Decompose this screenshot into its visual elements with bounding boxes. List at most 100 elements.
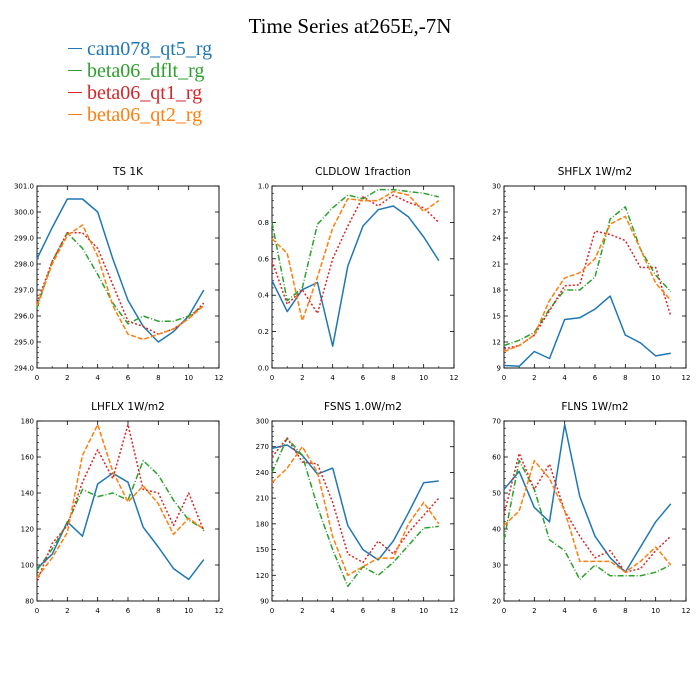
x-tick-label: 0 xyxy=(270,607,274,615)
x-tick-label: 8 xyxy=(156,374,160,382)
legend-label: beta06_qt2_rg xyxy=(87,104,203,126)
x-tick-label: 8 xyxy=(623,374,627,382)
series-line-cam078_qt5_rg xyxy=(503,423,672,573)
y-tick-label: 0.8 xyxy=(258,219,269,227)
x-tick-label: 2 xyxy=(65,607,69,615)
series-line-beta06_qt1_rg xyxy=(503,230,672,350)
plot-frame xyxy=(503,420,687,602)
y-tick-label: 240 xyxy=(256,469,269,477)
x-tick-label: 6 xyxy=(593,374,598,382)
y-tick-label: 80 xyxy=(25,598,34,606)
series-line-beta06_qt2_rg xyxy=(503,459,672,573)
y-tick-label: 90 xyxy=(260,598,269,606)
series-line-beta06_qt2_rg xyxy=(271,445,440,577)
x-tick-label: 10 xyxy=(184,374,193,382)
x-tick-label: 12 xyxy=(450,374,459,382)
x-tick-label: 12 xyxy=(215,607,224,615)
y-tick-label: 140 xyxy=(21,490,34,498)
x-tick-label: 4 xyxy=(95,374,100,382)
x-tick-label: 8 xyxy=(391,374,395,382)
y-tick-label: 50 xyxy=(492,490,501,498)
y-tick-label: 20 xyxy=(492,598,501,606)
x-tick-label: 2 xyxy=(300,607,304,615)
plot-frame xyxy=(271,185,455,369)
legend-label: beta06_dflt_rg xyxy=(87,60,205,82)
x-tick-label: 0 xyxy=(270,374,274,382)
y-tick-label: 21 xyxy=(492,261,501,269)
y-tick-label: 24 xyxy=(492,235,501,243)
x-tick-label: 10 xyxy=(419,374,428,382)
series-line-beta06_dflt_rg xyxy=(36,459,205,571)
x-tick-label: 10 xyxy=(419,607,428,615)
y-tick-label: 294.0 xyxy=(14,365,34,373)
x-tick-label: 10 xyxy=(184,607,193,615)
y-tick-label: 60 xyxy=(492,454,501,462)
y-tick-label: 210 xyxy=(256,495,269,503)
y-tick-label: 100 xyxy=(21,562,34,570)
y-tick-label: 300.0 xyxy=(14,209,34,217)
series-line-beta06_qt1_rg xyxy=(271,194,440,315)
y-tick-label: 12 xyxy=(492,339,501,347)
y-tick-label: 18 xyxy=(492,287,501,295)
legend-swatch-line xyxy=(68,47,82,49)
y-tick-label: 120 xyxy=(256,572,269,580)
x-tick-label: 6 xyxy=(361,374,366,382)
series-line-beta06_dflt_rg xyxy=(271,437,439,588)
x-tick-label: 8 xyxy=(156,607,160,615)
series-line-beta06_dflt_rg xyxy=(271,188,439,302)
y-tick-label: 0.6 xyxy=(258,255,270,263)
y-tick-label: 296.0 xyxy=(14,313,34,321)
y-tick-label: 40 xyxy=(492,526,501,534)
x-tick-label: 0 xyxy=(35,374,39,382)
legend: cam078_qt5_rg beta06_dflt_rg beta06_qt1_… xyxy=(68,38,212,126)
y-tick-label: 150 xyxy=(256,546,269,554)
y-tick-label: 180 xyxy=(256,520,269,528)
series-line-beta06_dflt_rg xyxy=(36,232,205,325)
x-tick-label: 6 xyxy=(361,607,366,615)
x-tick-label: 2 xyxy=(300,374,304,382)
y-tick-label: 295.0 xyxy=(14,339,34,347)
x-tick-label: 8 xyxy=(391,607,395,615)
series-line-beta06_qt2_rg xyxy=(36,224,205,341)
series-line-beta06_qt1_rg xyxy=(271,437,440,564)
y-tick-label: 120 xyxy=(21,526,34,534)
x-tick-label: 0 xyxy=(502,607,506,615)
x-tick-label: 4 xyxy=(562,374,567,382)
series-line-beta06_qt1_rg xyxy=(503,452,672,573)
y-tick-label: 297.0 xyxy=(14,287,34,295)
y-tick-label: 298.0 xyxy=(14,261,34,269)
y-tick-label: 180 xyxy=(21,418,34,426)
y-tick-label: 70 xyxy=(492,418,501,426)
panel-title: FLNS 1W/m2 xyxy=(561,401,628,413)
legend-swatch-line xyxy=(68,69,82,71)
y-tick-label: 30 xyxy=(492,562,501,570)
legend-item: beta06_qt2_rg xyxy=(68,104,212,126)
series-line-cam078_qt5_rg xyxy=(271,205,440,347)
plot-frame xyxy=(503,185,687,369)
x-tick-label: 4 xyxy=(330,374,335,382)
legend-item: beta06_qt1_rg xyxy=(68,82,212,104)
series-line-beta06_qt2_rg xyxy=(36,423,205,579)
y-tick-label: 30 xyxy=(492,183,501,191)
y-tick-label: 27 xyxy=(492,209,501,217)
y-tick-label: 1.0 xyxy=(258,183,269,191)
page-title: Time Series at265E,-7N xyxy=(248,14,452,38)
series-line-cam078_qt5_rg xyxy=(36,472,205,581)
series-line-beta06_qt1_rg xyxy=(36,232,205,335)
panel-title: TS 1K xyxy=(112,166,144,178)
x-tick-label: 12 xyxy=(682,374,691,382)
series-line-beta06_dflt_rg xyxy=(503,206,672,347)
series-line-cam078_qt5_rg xyxy=(36,198,205,343)
panel-title: SHFLX 1W/m2 xyxy=(558,166,633,178)
y-tick-label: 9 xyxy=(497,365,501,373)
panel-title: LHFLX 1W/m2 xyxy=(91,401,165,413)
legend-swatch-line xyxy=(68,91,82,93)
x-tick-label: 6 xyxy=(126,374,131,382)
x-tick-label: 12 xyxy=(682,607,691,615)
legend-item: beta06_dflt_rg xyxy=(68,60,212,82)
panel-title: CLDLOW 1fraction xyxy=(315,166,411,178)
y-tick-label: 0.4 xyxy=(258,292,270,300)
x-tick-label: 2 xyxy=(532,607,536,615)
legend-swatch-line xyxy=(68,113,82,115)
